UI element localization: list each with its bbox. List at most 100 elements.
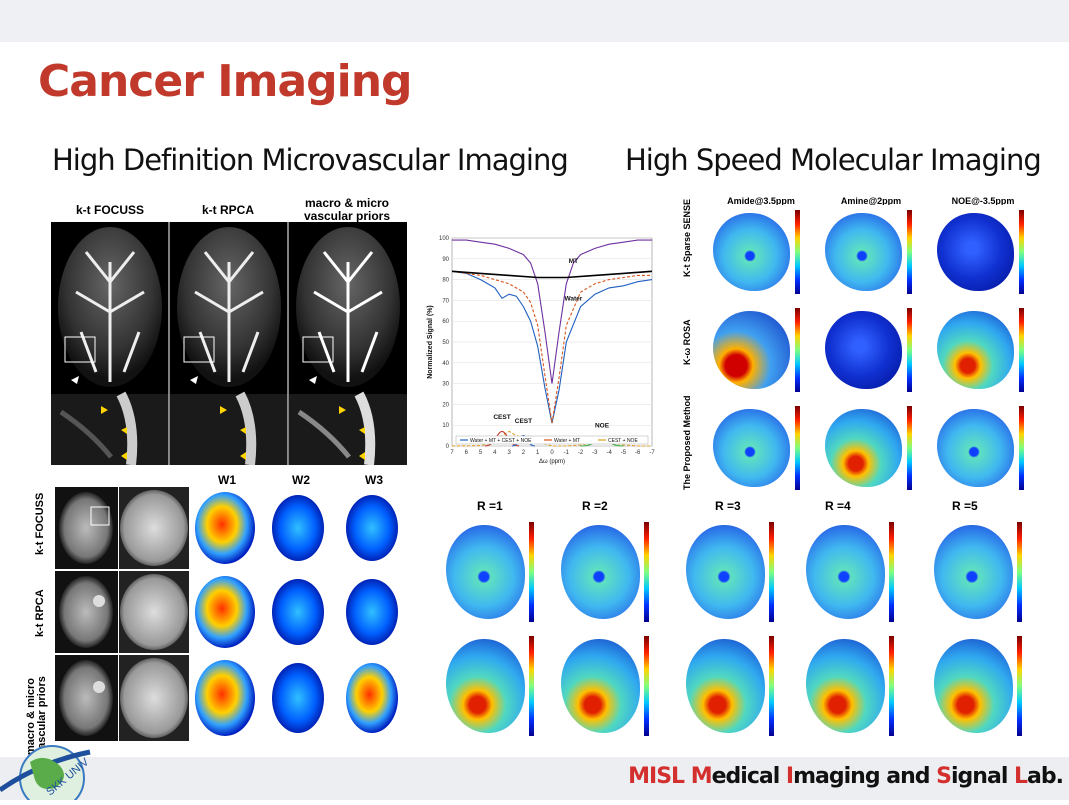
brain-map [685,524,765,620]
colorbar [889,635,895,737]
colorbar [906,405,912,491]
r-map-cell [677,630,787,742]
brain-map [936,310,1015,390]
tumor-row-1 [55,487,408,569]
colorbar [889,521,895,623]
y-tick-label: 100 [439,236,450,242]
x-tick-label: -4 [606,450,612,456]
mol-map-cell [928,303,1036,397]
mol-col-amine: Amine@2ppm [840,196,902,206]
x-tick-label: -5 [621,450,627,456]
x-tick-label: 1 [536,450,540,456]
brain-map [445,524,525,620]
brain-map [824,408,903,488]
x-tick-label: -6 [635,450,641,456]
y-tick-label: 20 [442,402,449,408]
university-logo: SKK UNIV [0,722,92,805]
y-tick-label: 70 [442,298,449,304]
x-tick-label: 4 [493,450,497,456]
colorbar [1018,307,1024,393]
brain-map [933,638,1013,734]
colorbar [769,521,775,623]
x-tick-label: -7 [649,450,655,456]
r-map-cell [437,516,547,628]
angiography-figure [51,222,407,465]
r-map-cell [552,516,662,628]
angio-col-1 [51,227,169,465]
weight-label-w2: W2 [292,473,310,487]
legend-entry: CEST + NOE [608,438,638,444]
colorbar [906,307,912,393]
colorbar [529,521,535,623]
chart-annotation: CEST [515,418,532,425]
brain-map [560,524,640,620]
cest-peak-amine [511,435,535,447]
chart-annotation: NOE [595,422,610,429]
top-bar [0,0,1069,42]
legend-entry: Water + MT + CEST + NOE [470,438,532,444]
brain-map [824,310,903,390]
tumor-row-label-focuss: k-t FOCUSS [34,492,46,555]
right-heading: High Speed Molecular Imaging [625,143,1042,177]
colorbar [644,635,650,737]
colorbar [906,209,912,295]
mol-map-cell [928,205,1036,299]
x-tick-label: -2 [578,450,584,456]
chart-annotation: MT [569,258,578,265]
brain-map [712,310,791,390]
x-tick-label: -3 [592,450,598,456]
colorbar [1017,635,1023,737]
colorbar [644,521,650,623]
weight-label-w3: W3 [365,473,383,487]
mol-map-cell [816,401,924,495]
r-label-1: R =1 [477,499,503,513]
y-tick-label: 90 [442,257,449,263]
chart-annotation: Water [565,295,583,302]
acceleration-grid: R =1 R =2 R =3 R =4 R =5 [437,496,1067,742]
tumor-figure [55,487,408,741]
r-map-cell [677,516,787,628]
footer-bar [0,757,1069,800]
y-axis-label: Normalized Signal (%) [427,305,434,379]
x-tick-label: 6 [465,450,469,456]
r-map-cell [797,516,907,628]
y-tick-label: 30 [442,382,449,388]
r-map-cell [925,516,1035,628]
r-map-cell [925,630,1035,742]
y-tick-label: 0 [446,444,450,450]
brain-map [685,638,765,734]
brain-map [933,524,1013,620]
colorbar [1018,209,1024,295]
x-tick-label: 2 [522,450,526,456]
colorbar [529,635,535,737]
y-tick-label: 10 [442,423,449,429]
r-label-2: R =2 [582,499,608,513]
colorbar [1017,521,1023,623]
mol-map-cell [816,205,924,299]
colorbar [769,635,775,737]
colorbar [794,307,800,393]
x-tick-label: -1 [564,450,570,456]
brain-map [936,408,1015,488]
colorbar [794,209,800,295]
mol-row-proposed: The Proposed Method [682,395,692,491]
brain-map [805,524,885,620]
mol-map-cell [704,303,812,397]
slide-title: Cancer Imaging [38,56,413,107]
y-tick-label: 80 [442,278,449,284]
r-map-cell [437,630,547,742]
weight-label-w1: W1 [218,473,236,487]
angio-label-focuss: k-t FOCUSS [75,203,144,217]
brain-map [560,638,640,734]
colorbar [794,405,800,491]
series-line [451,270,653,424]
r-label-5: R =5 [952,499,978,513]
x-tick-label: 0 [550,450,554,456]
left-heading: High Definition Microvascular Imaging [52,143,569,177]
lab-name: MISL Medical Imaging and Signal Lab. [628,764,1064,789]
y-tick-label: 50 [442,340,449,346]
angiography-image-panel [51,222,407,465]
angio-col-2 [170,227,288,465]
x-tick-label: 3 [507,450,511,456]
